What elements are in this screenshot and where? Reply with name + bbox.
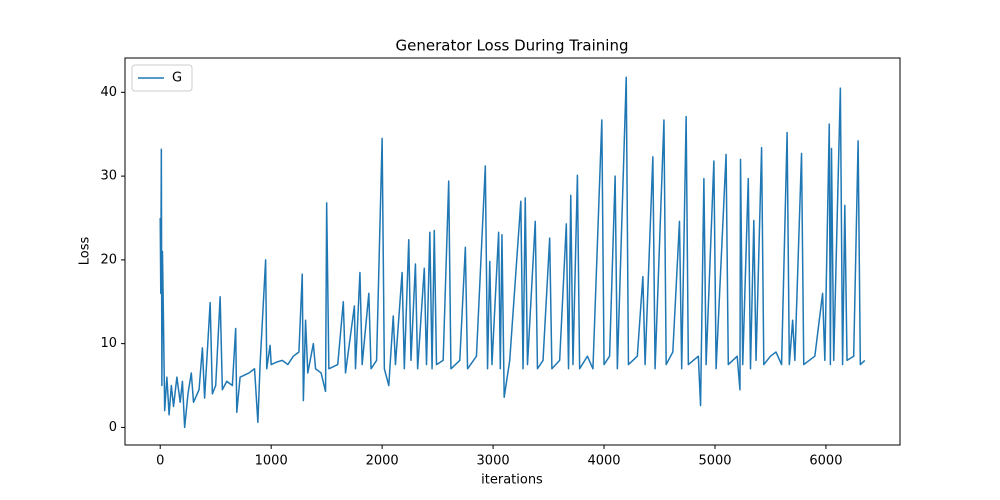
legend-label: G (172, 71, 182, 86)
x-tick-label: 2000 (366, 454, 399, 469)
y-tick-label: 0 (109, 420, 117, 435)
y-tick-label: 30 (100, 169, 117, 184)
x-tick-label: 5000 (698, 454, 731, 469)
plot-frame (124, 57, 901, 446)
x-tick-label: 1000 (255, 454, 288, 469)
x-axis-label: iterations (481, 473, 543, 488)
y-tick-label: 40 (100, 85, 117, 100)
x-tick-label: 0 (156, 454, 164, 469)
y-tick-label: 20 (100, 252, 117, 267)
chart-title: Generator Loss During Training (396, 37, 629, 55)
y-axis-label: Loss (78, 237, 93, 266)
loss-line (159, 76, 866, 429)
y-tick-label: 10 (100, 336, 117, 351)
x-tick-label: 3000 (477, 454, 510, 469)
x-tick-label: 4000 (587, 454, 620, 469)
x-tick-label: 6000 (809, 454, 842, 469)
